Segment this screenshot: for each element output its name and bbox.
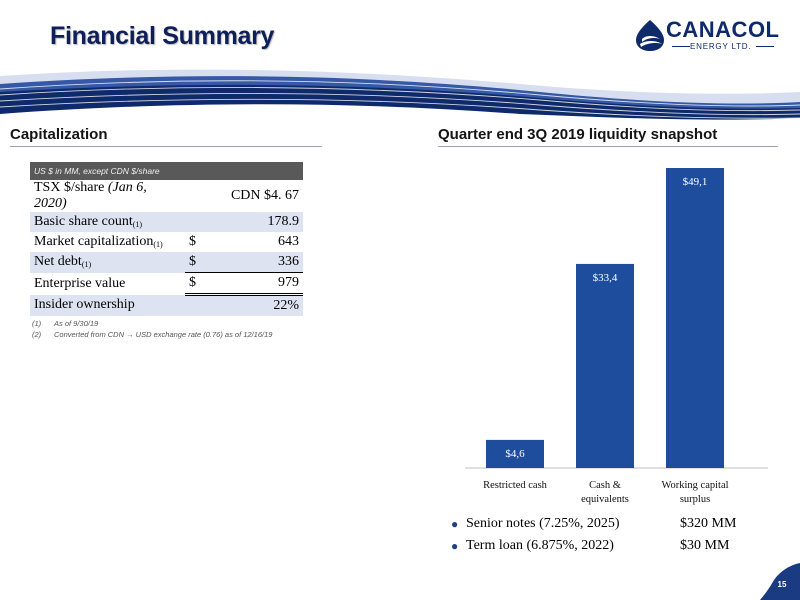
footnote-marker: (1): [132, 220, 143, 229]
bar: [486, 439, 544, 468]
page-number-badge: 15: [760, 563, 800, 600]
bullet-label: Term loan (6.875%, 2022): [466, 538, 614, 553]
row-currency: [185, 180, 205, 212]
row-label: TSX $/share (Jan 6, 2020): [30, 180, 185, 212]
footnote: (2) Converted from CDN → USD exchange rat…: [32, 329, 272, 340]
row-value: 336: [205, 252, 303, 273]
row-value: CDN $4. 67: [230, 188, 299, 203]
row-currency: $: [189, 234, 196, 249]
page-title: Financial Summary: [50, 22, 275, 50]
bar: [576, 263, 634, 468]
row-label: Net debt(1): [30, 252, 185, 273]
table-row: Market capitalization(1) $ 643: [30, 232, 303, 252]
bullet-label: Senior notes (7.25%, 2025): [466, 516, 620, 531]
logo-rule-left: [672, 46, 690, 47]
logo-subtitle: ENERGY LTD.: [690, 42, 752, 51]
footnotes: (1) As of 9/30/19 (2) Converted from CDN →…: [32, 318, 272, 340]
debt-bullet-list: ● Senior notes (7.25%, 2025) $320 MM ● T…: [448, 513, 748, 557]
footnote-marker: (1): [153, 240, 163, 249]
row-label: Market capitalization(1): [30, 232, 185, 252]
list-item: ● Term loan (6.875%, 2022) $30 MM: [448, 535, 748, 557]
category-label: Working capital: [661, 480, 728, 491]
logo-rule-right: [756, 46, 774, 47]
row-label: Insider ownership: [30, 294, 185, 316]
page-number: 15: [778, 580, 787, 589]
table-row: Net debt(1) $ 336: [30, 252, 303, 273]
capitalization-table: US $ in MM, except CDN $/share TSX $/sha…: [30, 162, 303, 316]
row-value: 643: [278, 234, 299, 249]
data-label: $33,4: [593, 272, 618, 284]
row-currency: [185, 294, 205, 316]
capitalization-heading: Capitalization: [10, 126, 108, 143]
row-value: 178.9: [205, 212, 303, 232]
bullet-amount: $320 MM: [680, 516, 737, 531]
liquidity-heading: Quarter end 3Q 2019 liquidity snapshot: [438, 126, 718, 143]
bullet-icon: ●: [451, 517, 459, 531]
row-value: 979: [205, 272, 303, 296]
capitalization-rule: [10, 146, 322, 147]
row-currency: $: [185, 272, 205, 296]
table-row: Basic share count(1) 178.9: [30, 212, 303, 232]
category-label: equivalents: [581, 494, 629, 505]
data-label: $4,6: [505, 448, 525, 460]
table-row: Enterprise value $ 979: [30, 272, 303, 296]
row-label-text: TSX $/share: [34, 180, 105, 195]
table-row: Insider ownership 22%: [30, 294, 303, 316]
row-label-text: Market capitalization: [34, 234, 154, 249]
footnote-number: (1): [32, 319, 42, 328]
footnote: (1) As of 9/30/19: [32, 318, 272, 329]
bullet-amount: $30 MM: [680, 538, 730, 553]
data-label: $49,1: [683, 176, 708, 188]
category-label: surplus: [680, 494, 710, 505]
footnote-marker: (1): [81, 260, 92, 270]
category-label: Restricted cash: [483, 480, 548, 491]
category-label: Cash &: [589, 480, 621, 491]
flame-drop-icon: [636, 20, 664, 51]
table-row: TSX $/share (Jan 6, 2020) CDN $4. 67: [30, 180, 303, 212]
row-label-date: (Jan 6, 2020): [34, 180, 147, 211]
bullet-icon: ●: [451, 539, 459, 553]
canacol-logo: CANACOL ENERGY LTD.: [632, 15, 780, 55]
row-label-text: Net debt: [34, 254, 82, 270]
liquidity-bar-chart: $4,6 Restricted cash $33,4 Cash & equivalent…: [465, 168, 768, 505]
row-value: 22%: [205, 294, 303, 316]
row-label-text: Enterprise value: [34, 275, 126, 291]
logo-name: CANACOL: [666, 17, 780, 42]
header-swoosh: [0, 69, 800, 120]
row-currency: $: [185, 252, 205, 273]
footnote-number: (2): [32, 330, 42, 339]
row-label-text: Basic share count: [34, 214, 133, 229]
liquidity-rule: [438, 146, 778, 147]
row-label: Basic share count(1): [30, 212, 185, 232]
row-currency: [185, 212, 205, 232]
bar: [666, 168, 724, 468]
footnote-text: Converted from CDN → USD exchange rate (…: [54, 330, 273, 339]
row-label: Enterprise value: [30, 273, 185, 295]
list-item: ● Senior notes (7.25%, 2025) $320 MM: [448, 513, 748, 535]
footnote-text: As of 9/30/19: [54, 319, 99, 328]
table-header-row: US $ in MM, except CDN $/share: [30, 162, 303, 180]
table-header-note: US $ in MM, except CDN $/share: [30, 162, 303, 180]
row-label-text: Insider ownership: [34, 297, 135, 313]
